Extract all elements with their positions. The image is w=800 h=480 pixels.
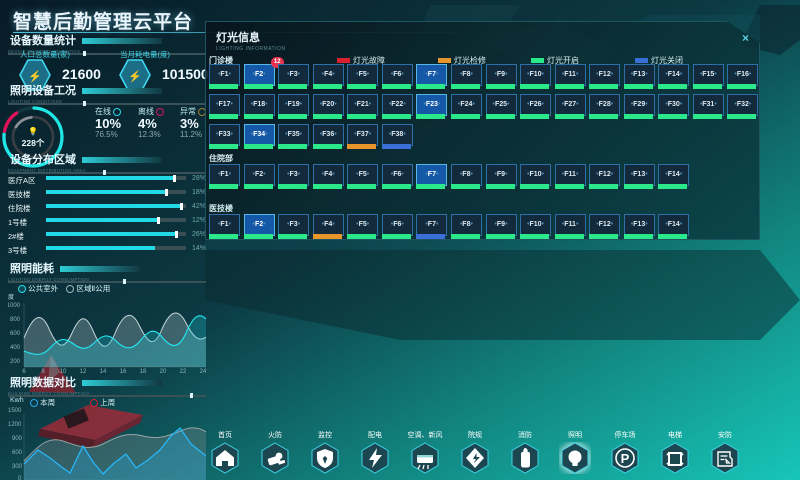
svg-text:400: 400 — [10, 345, 21, 351]
svg-text:14: 14 — [100, 369, 107, 373]
svg-text:💡: 💡 — [28, 126, 38, 136]
svg-text:600: 600 — [12, 450, 23, 456]
svg-text:16: 16 — [120, 369, 127, 373]
svg-text:8: 8 — [41, 369, 45, 373]
svg-text:800: 800 — [10, 317, 21, 323]
svg-text:P: P — [621, 451, 630, 466]
svg-text:900: 900 — [12, 436, 23, 442]
svg-text:6: 6 — [22, 369, 26, 373]
svg-text:1000: 1000 — [8, 303, 21, 309]
svg-text:600: 600 — [10, 331, 21, 337]
svg-text:12: 12 — [80, 369, 87, 373]
svg-text:22: 22 — [180, 369, 187, 373]
svg-text:228个: 228个 — [22, 138, 45, 148]
svg-text:200: 200 — [10, 359, 21, 365]
svg-text:度: 度 — [8, 293, 14, 301]
svg-text:20: 20 — [160, 369, 167, 373]
svg-text:1200: 1200 — [8, 422, 22, 428]
svg-text:300: 300 — [12, 464, 23, 470]
svg-text:1500: 1500 — [8, 408, 22, 414]
svg-text:24: 24 — [200, 369, 206, 373]
svg-text:18: 18 — [140, 369, 147, 373]
svg-text:10: 10 — [60, 369, 67, 373]
